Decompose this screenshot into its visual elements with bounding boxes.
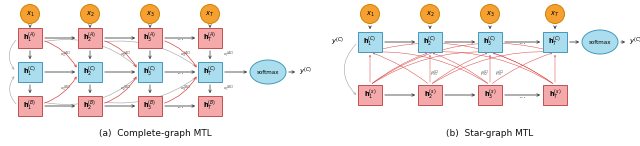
Text: $\alpha_T^{(BC)}$: $\alpha_T^{(BC)}$ <box>223 84 234 94</box>
Text: $\alpha_T^{(AC)}$: $\alpha_T^{(AC)}$ <box>223 50 234 60</box>
Circle shape <box>141 5 159 24</box>
Text: $\alpha_1^{(AC)}$: $\alpha_1^{(AC)}$ <box>60 50 72 60</box>
Text: $\mathbf{h}_T^{(s)}$: $\mathbf{h}_T^{(s)}$ <box>548 88 561 102</box>
Text: $y^{(C)}$: $y^{(C)}$ <box>299 66 312 78</box>
Circle shape <box>545 5 564 24</box>
Text: softmax: softmax <box>589 40 611 45</box>
Text: $\alpha_1^{(BC)}$: $\alpha_1^{(BC)}$ <box>60 84 72 94</box>
Circle shape <box>20 5 40 24</box>
Text: $\alpha_3^{(AC)}$: $\alpha_3^{(AC)}$ <box>180 50 192 60</box>
FancyBboxPatch shape <box>543 85 567 105</box>
Text: $y^{(C)}$: $y^{(C)}$ <box>330 36 344 48</box>
Text: (b)  Star-graph MTL: (b) Star-graph MTL <box>446 128 534 138</box>
Text: $x_3$: $x_3$ <box>146 9 154 19</box>
FancyBboxPatch shape <box>543 32 567 52</box>
FancyBboxPatch shape <box>138 62 162 82</box>
FancyBboxPatch shape <box>78 28 102 48</box>
Text: $\mathbf{h}_3^{(C)}$: $\mathbf{h}_3^{(C)}$ <box>143 65 157 79</box>
Text: $x_2$: $x_2$ <box>86 9 94 19</box>
Text: $\beta_{31}^{(C)}$: $\beta_{31}^{(C)}$ <box>430 68 440 79</box>
Circle shape <box>481 5 499 24</box>
FancyBboxPatch shape <box>418 32 442 52</box>
Text: $\mathbf{h}_1^{(C)}$: $\mathbf{h}_1^{(C)}$ <box>24 65 36 79</box>
Circle shape <box>420 5 440 24</box>
Text: softmax: softmax <box>257 69 279 74</box>
Circle shape <box>200 5 220 24</box>
Text: $\mathbf{h}_2^{(C)}$: $\mathbf{h}_2^{(C)}$ <box>83 65 97 79</box>
Text: $\alpha_2^{(AC)}$: $\alpha_2^{(AC)}$ <box>120 50 132 60</box>
Text: ...: ... <box>176 33 184 42</box>
Text: $\beta_{3T}^{(C)}$: $\beta_{3T}^{(C)}$ <box>495 68 505 79</box>
FancyBboxPatch shape <box>198 96 222 116</box>
Ellipse shape <box>250 60 286 84</box>
FancyBboxPatch shape <box>198 62 222 82</box>
FancyBboxPatch shape <box>358 32 382 52</box>
FancyBboxPatch shape <box>198 28 222 48</box>
FancyBboxPatch shape <box>478 85 502 105</box>
Text: $\mathbf{h}_1^{(s)}$: $\mathbf{h}_1^{(s)}$ <box>364 88 376 102</box>
Text: $\mathbf{h}_2^{(s)}$: $\mathbf{h}_2^{(s)}$ <box>424 88 436 102</box>
FancyBboxPatch shape <box>78 96 102 116</box>
Text: $\mathbf{h}_2^{(C)}$: $\mathbf{h}_2^{(C)}$ <box>424 35 436 49</box>
Text: $x_1$: $x_1$ <box>365 9 374 19</box>
FancyBboxPatch shape <box>18 96 42 116</box>
Text: ...: ... <box>176 101 184 111</box>
FancyBboxPatch shape <box>138 28 162 48</box>
FancyBboxPatch shape <box>138 96 162 116</box>
FancyBboxPatch shape <box>418 85 442 105</box>
Text: $\mathbf{h}_3^{(C)}$: $\mathbf{h}_3^{(C)}$ <box>483 35 497 49</box>
Text: $\mathbf{h}_2^{(B)}$: $\mathbf{h}_2^{(B)}$ <box>83 99 97 113</box>
Text: $x_3$: $x_3$ <box>486 9 494 19</box>
Text: $\mathbf{h}_3^{(s)}$: $\mathbf{h}_3^{(s)}$ <box>484 88 496 102</box>
Text: $x_1$: $x_1$ <box>26 9 35 19</box>
FancyBboxPatch shape <box>478 32 502 52</box>
Circle shape <box>360 5 380 24</box>
Text: $\beta_{32}^{(C)}$: $\beta_{32}^{(C)}$ <box>481 68 490 79</box>
Text: $\mathbf{h}_T^{(A)}$: $\mathbf{h}_T^{(A)}$ <box>204 31 216 45</box>
Text: $\mathbf{h}_1^{(A)}$: $\mathbf{h}_1^{(A)}$ <box>24 31 36 45</box>
Text: $y^{(C)}$: $y^{(C)}$ <box>629 36 640 48</box>
Text: $\mathbf{h}_3^{(B)}$: $\mathbf{h}_3^{(B)}$ <box>143 99 157 113</box>
Text: ...: ... <box>176 67 184 77</box>
FancyBboxPatch shape <box>18 62 42 82</box>
FancyBboxPatch shape <box>358 85 382 105</box>
Text: $\mathbf{h}_1^{(B)}$: $\mathbf{h}_1^{(B)}$ <box>24 99 36 113</box>
Circle shape <box>81 5 99 24</box>
Text: $x_T$: $x_T$ <box>550 9 559 19</box>
Ellipse shape <box>582 30 618 54</box>
Text: (a)  Complete-graph MTL: (a) Complete-graph MTL <box>99 128 211 138</box>
Text: ...: ... <box>518 91 527 100</box>
FancyBboxPatch shape <box>78 62 102 82</box>
Text: $\mathbf{h}_3^{(A)}$: $\mathbf{h}_3^{(A)}$ <box>143 31 157 45</box>
Text: ...: ... <box>518 38 527 46</box>
Text: $\mathbf{h}_T^{(C)}$: $\mathbf{h}_T^{(C)}$ <box>548 35 562 49</box>
Text: $\alpha_3^{(BC)}$: $\alpha_3^{(BC)}$ <box>180 84 192 94</box>
Text: $\mathbf{h}_2^{(A)}$: $\mathbf{h}_2^{(A)}$ <box>83 31 97 45</box>
Text: $x_2$: $x_2$ <box>426 9 435 19</box>
Text: $\mathbf{h}_T^{(C)}$: $\mathbf{h}_T^{(C)}$ <box>204 65 216 79</box>
FancyBboxPatch shape <box>18 28 42 48</box>
Text: $x_T$: $x_T$ <box>205 9 214 19</box>
Text: $\alpha_2^{(BC)}$: $\alpha_2^{(BC)}$ <box>120 84 132 94</box>
Text: $\mathbf{h}_1^{(C)}$: $\mathbf{h}_1^{(C)}$ <box>364 35 376 49</box>
Text: $\mathbf{h}_T^{(B)}$: $\mathbf{h}_T^{(B)}$ <box>204 99 216 113</box>
